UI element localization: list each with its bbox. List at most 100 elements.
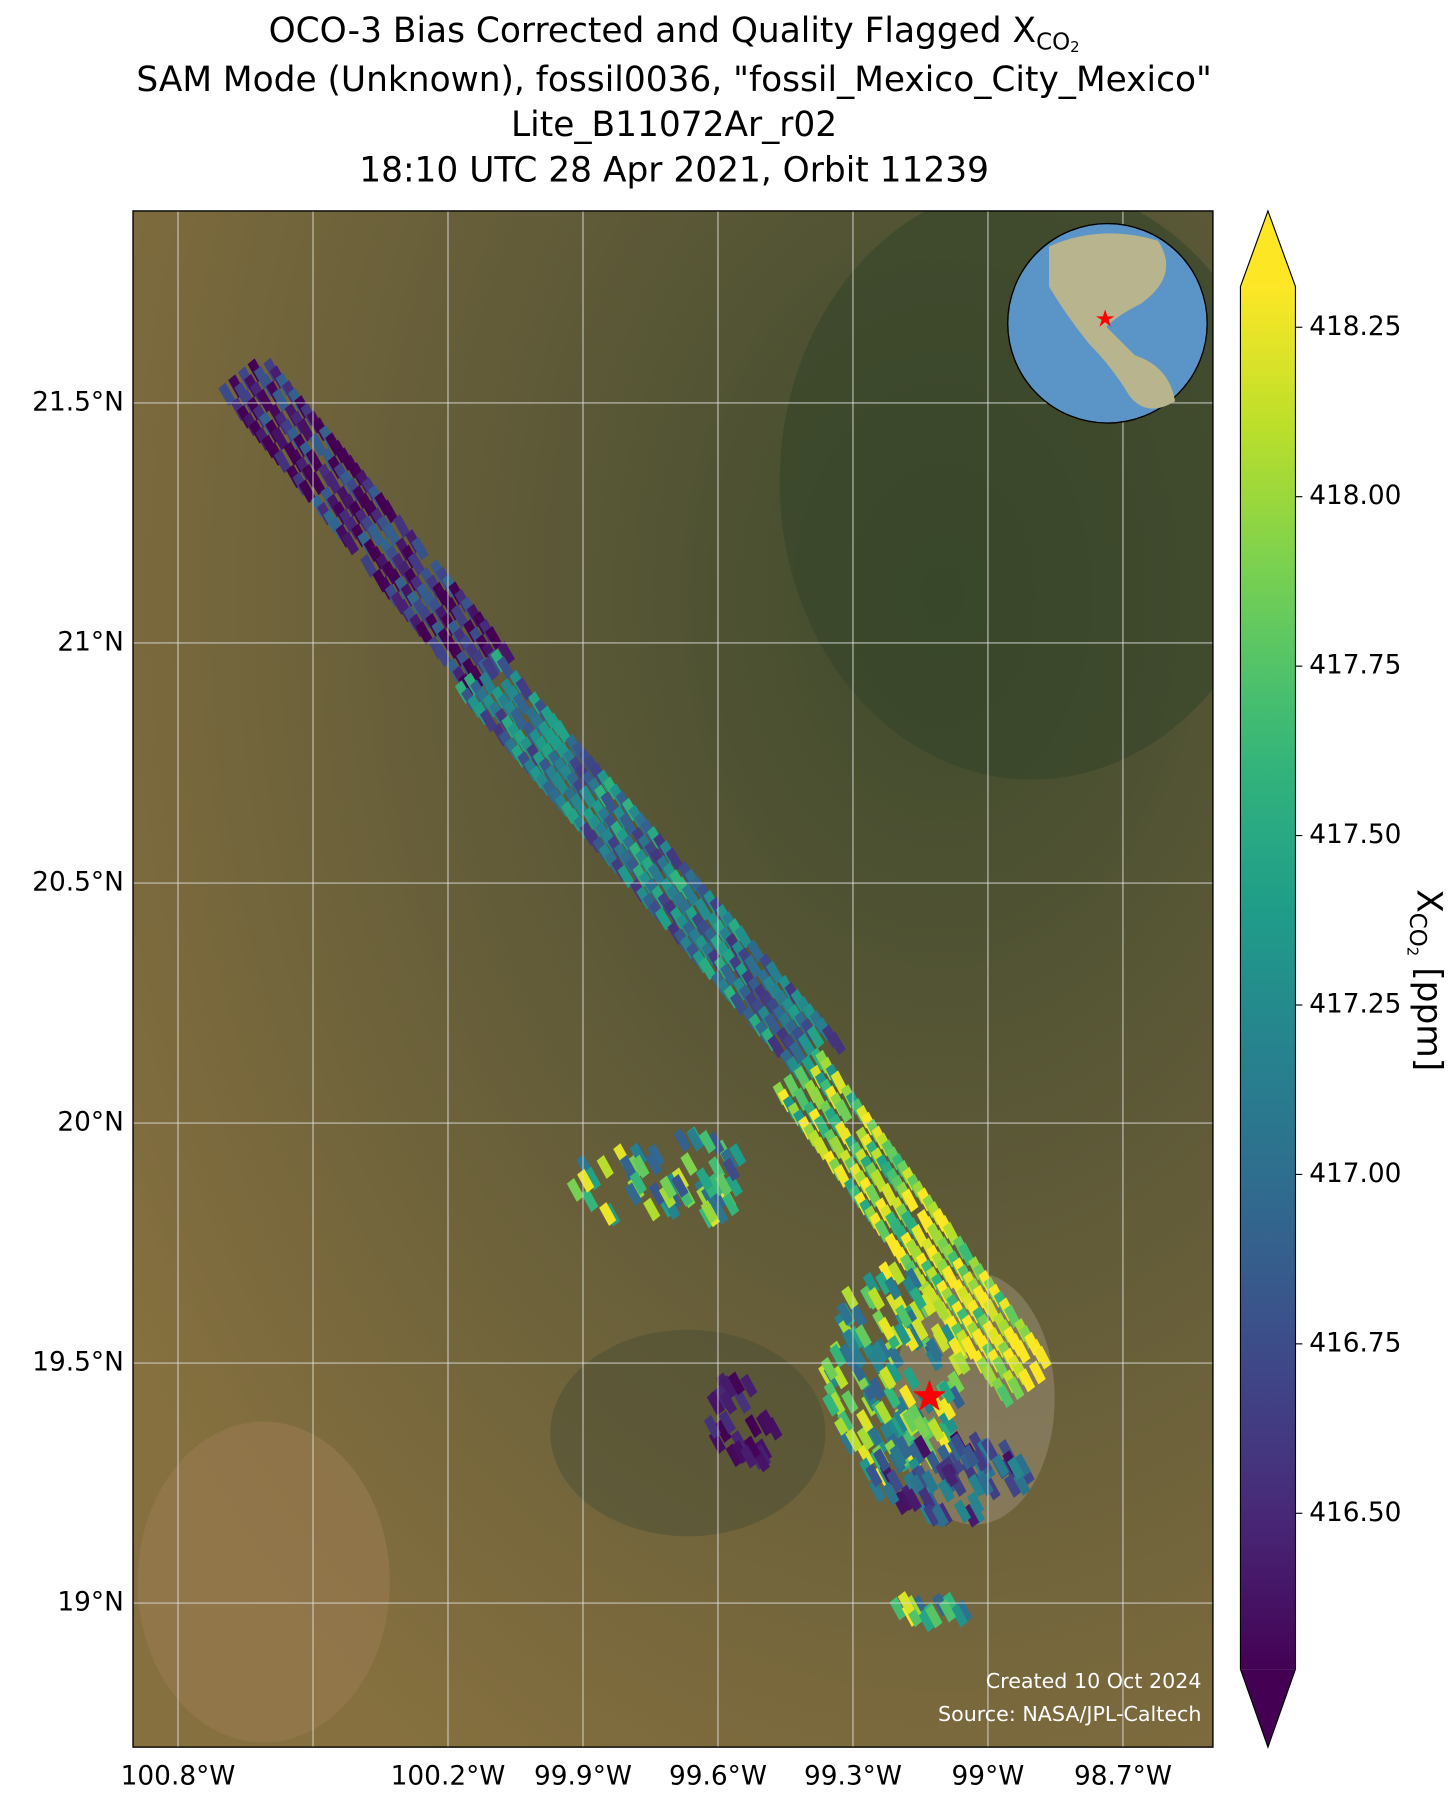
swath-cell: [468, 665, 486, 689]
swath-cell: [730, 992, 748, 1016]
swath-cell: [961, 1444, 980, 1468]
colorbar-tick-label: 418.25: [1309, 312, 1401, 342]
swath-cell: [841, 1328, 860, 1353]
swath-cell: [921, 1469, 939, 1494]
swath-cell: [392, 514, 411, 539]
swath-cell: [727, 1371, 746, 1396]
swath-cell: [711, 1201, 729, 1225]
title-subsubscript: 2: [1070, 38, 1079, 56]
swath-cell: [599, 1202, 617, 1226]
swath-cell: [1018, 1368, 1036, 1393]
swath-cell: [996, 1384, 1014, 1409]
swath-cell: [648, 1181, 666, 1206]
swath-cell: [708, 1172, 726, 1197]
swath-cell: [967, 1500, 985, 1525]
swath-cell: [899, 1384, 917, 1409]
swath-cell: [734, 925, 753, 949]
swath-cell: [659, 1175, 677, 1200]
site-marker: [913, 1379, 946, 1411]
swath-cell: [917, 1608, 936, 1633]
swath-cell: [841, 1389, 859, 1414]
swath-cell: [806, 1025, 825, 1049]
swath-cell: [884, 1276, 902, 1301]
swath-cell: [955, 1599, 973, 1624]
map-frame: [132, 210, 1214, 1748]
swath-cell: [938, 1598, 957, 1623]
swath-cell: [515, 677, 534, 701]
swath-cell: [868, 1478, 886, 1503]
swath-cell: [695, 1167, 713, 1191]
swath-cell: [895, 1304, 913, 1329]
colorbar-label-text: X: [1409, 889, 1449, 913]
swath-cell: [904, 1488, 922, 1513]
swath-cell: [971, 1447, 989, 1472]
swath-cell: [895, 1435, 913, 1459]
swath-cell: [913, 1415, 931, 1440]
swath-cell: [1028, 1360, 1046, 1385]
swath-cell: [714, 1418, 732, 1443]
swath-cell: [383, 522, 401, 547]
swath-cell: [718, 1410, 736, 1435]
swath-cell: [512, 692, 531, 716]
colorbar-tick-label: 417.25: [1309, 989, 1401, 1019]
swath-cell: [849, 1303, 868, 1328]
swath-cell: [886, 1469, 904, 1494]
swath-cell: [380, 499, 398, 524]
swath-cell: [296, 417, 315, 442]
swath-cell: [551, 771, 569, 796]
inset-globe: [1007, 222, 1208, 424]
swath-cell: [976, 1472, 994, 1497]
chart-title: OCO-3 Bias Corrected and Quality Flagged…: [269, 11, 1080, 57]
swath-cell: [907, 1300, 925, 1325]
swath-cell: [902, 1408, 920, 1433]
colorbar-label-subscript: CO: [1404, 913, 1430, 947]
swath-cell: [481, 656, 500, 681]
x-tick-label: 100.8°W: [121, 1761, 236, 1791]
swath-cell: [680, 1152, 698, 1177]
swath-cell: [887, 1261, 906, 1286]
terrain-patch: [550, 1329, 826, 1537]
terrain-patch: [137, 1421, 390, 1743]
swath-cell: [856, 1426, 875, 1451]
swath-cell: [271, 426, 289, 451]
swath-cell: [1007, 1456, 1025, 1481]
swath-cell: [665, 847, 684, 871]
chart-subtitle: 18:10 UTC 28 Apr 2021, Orbit 11239: [359, 150, 989, 190]
swath-cell: [875, 1271, 893, 1296]
swath-cell: [947, 1450, 965, 1475]
swath-cell: [950, 1603, 968, 1628]
swath-cell: [720, 962, 738, 987]
y-tick-label: 21.5°N: [32, 387, 124, 417]
swath-cell: [847, 1325, 865, 1350]
swath-cell: [868, 1376, 886, 1401]
swath-cell: [925, 1347, 943, 1372]
globe-land: [1048, 233, 1176, 409]
swath-cell: [938, 1396, 957, 1421]
swath-cell: [496, 655, 515, 680]
swath-cell: [925, 1337, 943, 1362]
swath-cell: [740, 1373, 758, 1398]
globe-site: [1095, 309, 1115, 327]
swath-cell: [1013, 1339, 1031, 1364]
swath-cell: [907, 1442, 925, 1467]
swath-cell: [947, 1370, 965, 1395]
swath-cell: [619, 812, 637, 837]
swath-cell: [879, 1366, 897, 1390]
swath-cell: [722, 1157, 740, 1182]
swath-cell: [758, 1409, 777, 1434]
swath-cell: [856, 1408, 874, 1433]
swath-cell: [707, 1131, 725, 1156]
title-text: OCO-3 Bias Corrected and Quality Flagged…: [269, 11, 1036, 51]
chart-subtitle: Lite_B11072Ar_r02: [511, 105, 837, 145]
swath-cell: [836, 1301, 854, 1326]
swath-cell: [828, 1391, 846, 1416]
swath-cell: [902, 1366, 920, 1391]
swath-cell: [882, 1481, 900, 1506]
swath-cell: [553, 719, 571, 744]
swath-cell: [694, 897, 712, 922]
swath-cell: [629, 1170, 647, 1195]
swath-cell: [632, 1154, 650, 1179]
colorbar-tick-label: 416.75: [1309, 1328, 1401, 1358]
swath-cell: [722, 1192, 740, 1217]
